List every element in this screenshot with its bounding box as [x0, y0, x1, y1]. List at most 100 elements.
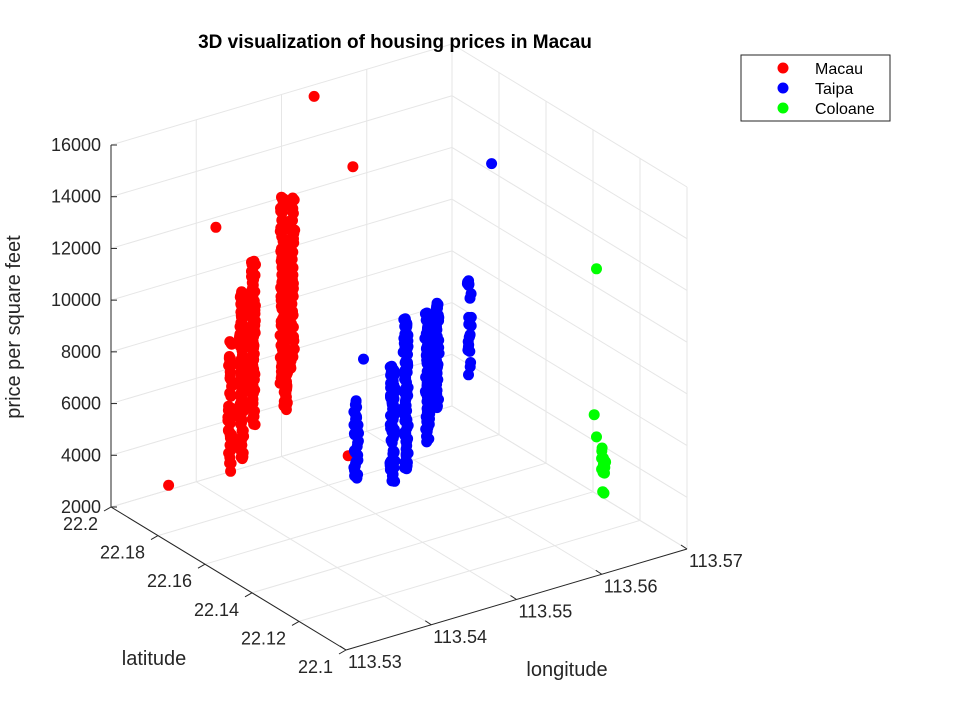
- data-point: [224, 446, 236, 457]
- data-point: [388, 430, 400, 442]
- data-point: [421, 342, 433, 354]
- data-point: [226, 429, 238, 441]
- data-point: [247, 344, 259, 355]
- x-axis-label: longitude: [526, 659, 607, 681]
- data-point: [399, 313, 411, 325]
- legend-label-taipa: Taipa: [815, 81, 853, 98]
- tick-labels: 2000 4000 6000 8000 10000 12000 14000 16000 22.1…: [51, 135, 743, 677]
- grid-line: [195, 481, 432, 626]
- data-point: [285, 305, 297, 317]
- data-point: [385, 391, 396, 403]
- data-point: [224, 356, 236, 368]
- data-point: [387, 382, 399, 394]
- data-point: [249, 308, 261, 320]
- y-tick-label: 22.1: [298, 657, 333, 677]
- y-tick-mark: [338, 649, 347, 655]
- data-point: [430, 320, 442, 332]
- grid-line: [451, 43, 688, 188]
- y-tick-mark: [150, 535, 159, 541]
- data-point: [431, 341, 443, 352]
- data-point: [278, 400, 290, 412]
- data-point: [400, 334, 412, 345]
- x-tick-label: 113.57: [689, 551, 743, 571]
- series-taipa: [348, 158, 498, 487]
- data-point: [399, 396, 411, 408]
- data-point: [285, 278, 297, 290]
- data-point: [387, 462, 399, 473]
- y-tick-label: 22.14: [194, 600, 239, 620]
- x-tick-label: 113.56: [604, 576, 658, 596]
- data-point: [287, 206, 299, 218]
- data-point: [464, 292, 476, 304]
- data-point: [347, 161, 359, 173]
- legend-marker-coloane: [777, 102, 789, 114]
- data-point: [465, 357, 477, 368]
- data-point: [421, 413, 433, 425]
- grid-line: [451, 250, 688, 395]
- data-point: [463, 345, 475, 357]
- data-point: [235, 288, 247, 300]
- data-point: [358, 353, 369, 365]
- data-point: [210, 221, 222, 233]
- data-point: [398, 407, 410, 419]
- chart-title: 3D visualization of housing prices in Ma…: [198, 32, 592, 53]
- x-tick-mark: [339, 645, 347, 651]
- grid-line: [451, 353, 688, 498]
- data-point: [234, 444, 246, 456]
- data-point: [236, 365, 248, 377]
- y-axis-label: latitude: [122, 648, 187, 670]
- data-point: [235, 340, 247, 352]
- grid-line: [451, 302, 688, 446]
- z-tick-label: 12000: [51, 238, 101, 258]
- data-point: [247, 284, 259, 296]
- data-point: [349, 470, 361, 482]
- x-tick-mark: [510, 595, 517, 600]
- y-tick-label: 22.12: [241, 628, 286, 648]
- x-tick-mark: [680, 544, 688, 550]
- data-point: [286, 347, 298, 358]
- data-point: [432, 374, 444, 386]
- z-tick-label: 8000: [61, 342, 101, 362]
- data-point: [278, 374, 289, 386]
- data-point: [431, 384, 443, 396]
- data-point: [225, 390, 237, 402]
- data-point: [277, 203, 288, 214]
- data-point: [351, 411, 362, 423]
- data-point: [430, 354, 442, 366]
- legend-label-coloane: Coloane: [815, 101, 875, 118]
- data-point: [591, 263, 602, 275]
- grid-line: [451, 198, 688, 343]
- z-tick-label: 4000: [61, 445, 101, 465]
- grid-line: [251, 491, 594, 594]
- data-point: [461, 278, 473, 290]
- data-point: [596, 442, 608, 454]
- data-point: [236, 312, 248, 324]
- data-point: [226, 402, 238, 414]
- data-point: [236, 320, 248, 332]
- y-tick-label: 22.2: [63, 514, 98, 534]
- legend: Macau Taipa Coloane: [740, 54, 891, 122]
- y-tick-label: 22.18: [100, 543, 145, 563]
- data-point: [226, 338, 238, 350]
- data-point: [387, 403, 399, 415]
- y-axis-line: [110, 506, 347, 651]
- data-point: [597, 459, 609, 471]
- grid-line: [204, 462, 547, 565]
- data-point: [420, 371, 432, 383]
- data-point: [234, 389, 246, 401]
- data-point: [285, 318, 297, 329]
- data-point: [247, 335, 259, 347]
- z-tick-label: 16000: [51, 135, 101, 155]
- data-point: [285, 355, 297, 367]
- data-point: [247, 387, 259, 399]
- data-point: [350, 396, 362, 408]
- data-point: [422, 404, 434, 416]
- data-point: [278, 269, 290, 281]
- y-tick-mark: [197, 563, 206, 569]
- data-point: [247, 268, 259, 280]
- y-tick-mark: [103, 506, 112, 512]
- x-tick-label: 113.55: [519, 602, 573, 622]
- y-tick-mark: [244, 592, 253, 598]
- data-point: [225, 465, 237, 477]
